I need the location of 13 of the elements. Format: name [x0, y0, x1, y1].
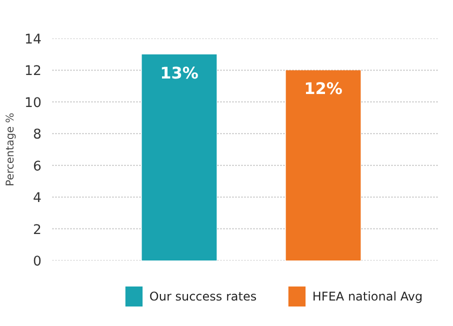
y-tick-label: 14 — [24, 32, 42, 48]
legend-label: HFEA national Avg — [312, 290, 423, 304]
y-tick-label: 10 — [24, 96, 42, 111]
y-tick-label: 6 — [33, 159, 42, 174]
y-tick-label: 0 — [33, 254, 42, 270]
y-tick-label: 8 — [33, 128, 42, 143]
legend-label: Our success rates — [149, 290, 257, 304]
y-tick-label: 12 — [24, 64, 42, 80]
y-axis-title: Percentage % — [4, 112, 17, 186]
data-label: 13% — [160, 63, 198, 82]
y-tick-label: 4 — [33, 191, 42, 206]
y-tick-label: 2 — [33, 222, 42, 238]
data-label: 12% — [304, 79, 342, 98]
